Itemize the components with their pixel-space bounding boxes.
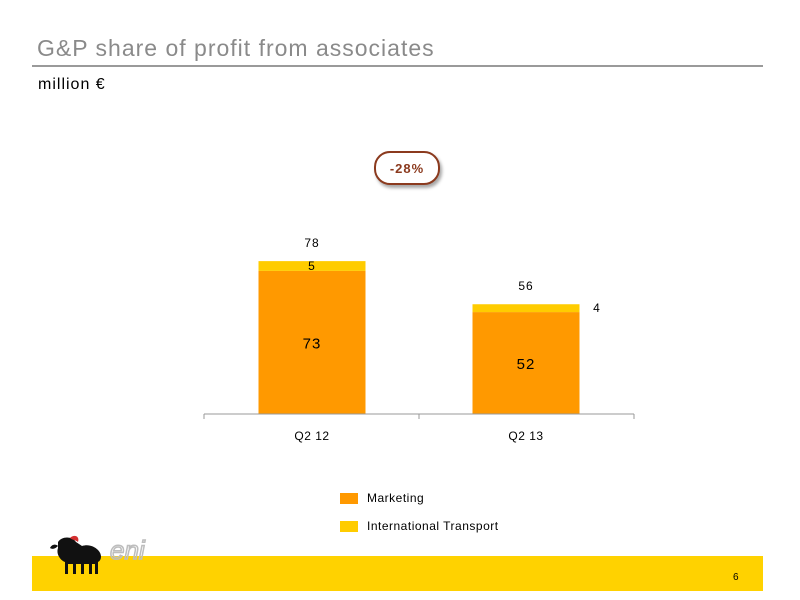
- legend-swatch-international-transport: [340, 520, 358, 532]
- label-international-transport-q2-13: 4: [593, 301, 601, 315]
- bar-marketing-q2-12: [258, 270, 366, 414]
- total-label-q2-12: 78: [304, 236, 319, 250]
- x-axis: [203, 413, 635, 419]
- unit-label: million €: [38, 76, 106, 93]
- six-legged-dog-icon: [50, 535, 101, 574]
- x-tick-label-q2-13: Q2 13: [508, 429, 543, 443]
- label-marketing-q2-13: 52: [517, 356, 536, 373]
- bar-international-transport-q2-12: [258, 261, 366, 271]
- legend-label-international-transport: International Transport: [367, 519, 499, 533]
- change-badge: -28%: [374, 151, 440, 185]
- footer-bar: [32, 556, 763, 591]
- bar-international-transport-q2-13: [472, 304, 580, 313]
- legend-swatch-marketing: [340, 492, 358, 504]
- x-tick-label-q2-12: Q2 12: [294, 429, 329, 443]
- page-title: G&P share of profit from associates: [37, 35, 435, 61]
- data-labels: 73 5 78 Q2 12 52 4 56 Q2 13: [294, 236, 601, 443]
- bars-group: [258, 261, 580, 414]
- eni-wordmark-text: eni: [110, 535, 146, 565]
- title-divider: [32, 65, 763, 67]
- label-international-transport-q2-12: 5: [308, 259, 316, 273]
- eni-wordmark: eni: [109, 535, 146, 565]
- legend-item-international-transport: International Transport: [340, 519, 499, 533]
- label-marketing-q2-12: 73: [303, 335, 322, 352]
- bar-marketing-q2-13: [472, 312, 580, 414]
- page-number: 6: [733, 572, 739, 583]
- total-label-q2-13: 56: [518, 279, 533, 293]
- legend-label-marketing: Marketing: [367, 491, 425, 505]
- legend-item-marketing: Marketing: [340, 491, 424, 505]
